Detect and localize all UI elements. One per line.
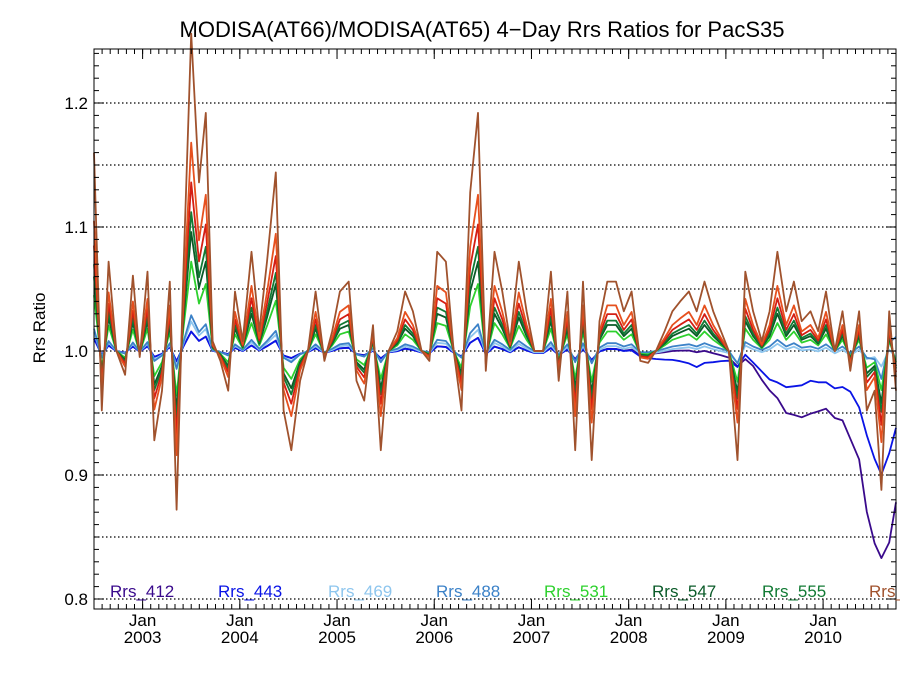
x-tick-year-1: 2004 [221,628,259,647]
x-tick-month-3: Jan [421,611,448,630]
x-tick-year-3: 2006 [415,628,453,647]
series-lines [93,32,897,559]
x-tick-year-5: 2008 [610,628,648,647]
legend-item-5: Rrs_547 [652,582,716,601]
chart-title: MODISA(AT66)/MODISA(AT65) 4−Day Rrs Rati… [180,17,785,42]
x-tick-year-2: 2005 [318,628,356,647]
y-tick-label-4: 1.2 [64,94,88,113]
legend-item-2: Rrs_469 [328,582,392,601]
legend-item-0: Rrs_412 [110,582,174,601]
plot-frame [93,48,897,610]
y-tick-label-1: 0.9 [64,466,88,485]
x-tick-year-0: 2003 [124,628,162,647]
y-tick-label-0: 0.8 [64,590,88,609]
x-tick-month-7: Jan [809,611,836,630]
x-tick-year-7: 2010 [804,628,842,647]
legend: Rrs_412 Rrs_443 Rrs_469 Rrs_488 Rrs_531 Rrs_5… [110,582,900,601]
y-tick-labels: 0.8 0.9 1.0 1.1 1.2 [64,94,88,609]
legend-item-4: Rrs_531 [544,582,608,601]
x-tick-month-2: Jan [323,611,350,630]
legend-item-7: Rrs_ [869,582,900,601]
series-line-3 [93,314,897,380]
x-tick-year-4: 2007 [513,628,551,647]
y-tick-label-2: 1.0 [64,342,88,361]
series-line-0 [93,330,897,559]
x-tick-labels: Jan2003Jan2004Jan2005Jan2006Jan2007Jan20… [124,611,842,647]
axis-ticks [93,49,897,609]
x-tick-month-4: Jan [518,611,545,630]
legend-item-3: Rrs_488 [436,582,500,601]
series-line-9 [93,32,897,511]
x-tick-month-5: Jan [615,611,642,630]
legend-item-1: Rrs_443 [218,582,282,601]
y-tick-label-3: 1.1 [64,218,88,237]
series-line-4 [93,260,897,397]
x-tick-month-6: Jan [712,611,739,630]
x-tick-month-0: Jan [129,611,156,630]
x-tick-month-1: Jan [226,611,253,630]
series-line-1 [93,330,897,476]
y-axis-label: Rrs Ratio [30,293,49,364]
legend-item-6: Rrs_555 [762,582,826,601]
x-tick-year-6: 2009 [707,628,745,647]
